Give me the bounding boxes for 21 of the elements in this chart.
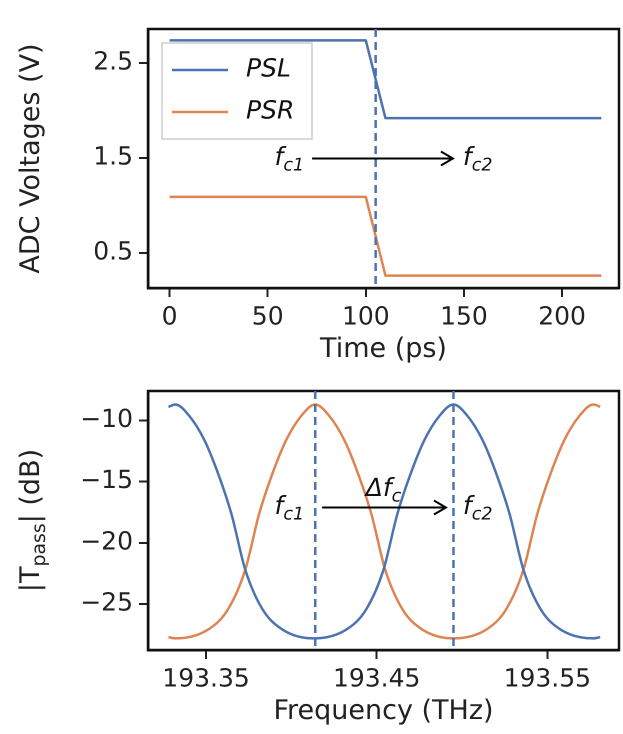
legend-label: PSL bbox=[246, 54, 291, 82]
y-tick-label: 2.5 bbox=[93, 46, 133, 76]
legend-label: PSR bbox=[246, 96, 294, 124]
x-axis-title: Frequency (THz) bbox=[273, 695, 494, 726]
y-tick-label: −25 bbox=[80, 588, 133, 617]
x-axis-title: Time (ps) bbox=[319, 333, 447, 364]
x-tick-label: 193.45 bbox=[332, 664, 420, 692]
x-tick-label: 50 bbox=[252, 302, 284, 330]
y-axis-title: ADC Voltages (V) bbox=[15, 43, 46, 274]
x-tick-label: 100 bbox=[342, 302, 390, 330]
y-axis-title: |Tpass| (dB) bbox=[15, 448, 50, 592]
y-tick-label: 1.5 bbox=[93, 142, 133, 171]
x-tick-label: 193.35 bbox=[162, 664, 250, 692]
y-tick-label: −10 bbox=[80, 404, 133, 433]
x-tick-label: 193.55 bbox=[504, 664, 592, 692]
x-tick-label: 200 bbox=[538, 302, 586, 330]
y-tick-label: −20 bbox=[80, 526, 133, 556]
y-tick-label: −15 bbox=[80, 465, 133, 494]
x-tick-label: 0 bbox=[162, 302, 178, 330]
y-tick-label: 0.5 bbox=[93, 236, 133, 266]
x-tick-label: 150 bbox=[440, 302, 488, 330]
